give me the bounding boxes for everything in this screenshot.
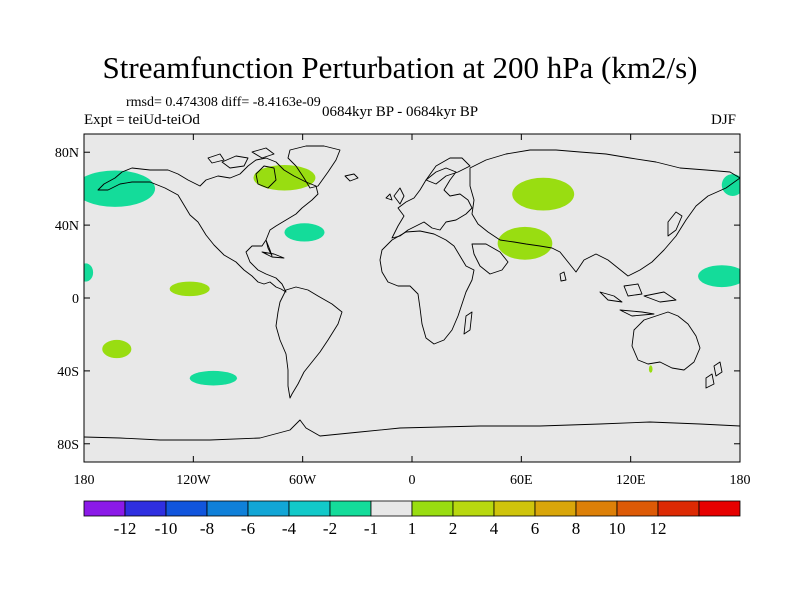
stats-text: rmsd= 0.474308 diff= -8.4163e-09 (126, 95, 321, 110)
colorbar-label: 8 (572, 519, 581, 538)
coast-antarctica (84, 419, 740, 441)
anomaly-north-pacific-low (84, 170, 156, 207)
coast-australia (631, 311, 701, 371)
colorbar: -12 -10 -8 -6 -4 -2 -1 1 2 4 6 8 10 12 (83, 500, 741, 538)
x-tick-label: 180 (74, 473, 95, 488)
map-background (84, 134, 740, 462)
colorbar-label: 2 (449, 519, 458, 538)
anomaly-australia-small-high (648, 365, 653, 373)
coast-asia (469, 149, 740, 277)
coast-north-america (97, 157, 319, 293)
colorbar-label: 4 (490, 519, 499, 538)
y-tick-label: 0 (72, 292, 79, 307)
colorbar-swatch (165, 500, 208, 517)
experiment-label: Expt = teiUd-teiOd (84, 112, 200, 128)
colorbar-label: -1 (364, 519, 378, 538)
colorbar-label: -8 (200, 519, 214, 538)
colorbar-swatch (616, 500, 659, 517)
coast-africa (379, 230, 475, 345)
period-label: 0684kyr BP - 0684kyr BP (322, 104, 479, 120)
colorbar-label: -2 (323, 519, 337, 538)
x-tick-label: 120E (616, 473, 646, 488)
colorbar-swatch (247, 500, 290, 517)
anomaly-west-pacific-low (698, 265, 740, 288)
x-tick-label: 60W (289, 473, 317, 488)
x-tick-label: 120W (176, 473, 211, 488)
season-label: DJF (711, 112, 737, 128)
colorbar-swatch (698, 500, 741, 517)
x-tick-label: 180 (730, 473, 751, 488)
anomaly-south-pacific-high (102, 339, 132, 359)
coast-greenland (287, 145, 341, 189)
colorbar-swatch (124, 500, 167, 517)
colorbar-label: -4 (282, 519, 297, 538)
map-title: Streamfunction Perturbation at 200 hPa (… (102, 50, 698, 85)
colorbar-swatch (329, 500, 372, 517)
coast-british-isles (385, 187, 405, 205)
colorbar-label: -6 (241, 519, 255, 538)
coast-florida (265, 239, 273, 257)
colorbar-label: 1 (408, 519, 417, 538)
colorbar-swatch (657, 500, 700, 517)
anomaly-southeast-pacific-low (189, 370, 238, 386)
coast-madagascar (463, 311, 473, 335)
y-tick-label: 40N (55, 219, 79, 234)
anomaly-middle-east-high (497, 226, 553, 260)
coast-hudson-bay (255, 165, 277, 189)
coast-south-america (275, 286, 343, 399)
y-tick-label: 80N (55, 146, 79, 161)
coast-indonesia (599, 283, 677, 317)
coast-arctic-islands (207, 147, 275, 169)
coast-new-zealand (705, 361, 723, 389)
colorbar-label: 12 (650, 519, 667, 538)
coast-caribbean (261, 251, 285, 259)
coast-europe (391, 167, 473, 239)
colorbar-label: -10 (155, 519, 178, 538)
colorbar-swatch (288, 500, 331, 517)
colorbar-swatch (575, 500, 618, 517)
coast-sri-lanka (559, 271, 567, 282)
colorbar-swatch (83, 500, 126, 517)
colorbar-swatch (206, 500, 249, 517)
coast-iceland (344, 173, 359, 182)
colorbar-swatch (534, 500, 577, 517)
anomaly-greenland-high (253, 164, 316, 191)
coastlines (84, 145, 740, 441)
coast-japan (667, 211, 683, 237)
map-axes: 80N 40N 0 40S 80S 180 120W 60W 0 60E 120E 180 (55, 134, 751, 488)
colorbar-label: 10 (609, 519, 626, 538)
y-tick-label: 80S (57, 438, 79, 453)
colorbar-label: -12 (114, 519, 137, 538)
y-tick-label: 40S (57, 365, 79, 380)
colorbar-swatch (411, 500, 454, 517)
coast-scandinavia (425, 157, 471, 185)
anomaly-west-atlantic-low (284, 223, 325, 242)
coast-arabia (471, 243, 509, 275)
x-tick-label: 0 (409, 473, 416, 488)
colorbar-swatch (493, 500, 536, 517)
anomaly-east-pacific-high (169, 281, 210, 297)
anomaly-russia-high (512, 177, 575, 211)
colorbar-swatch (370, 500, 413, 517)
anomaly-dateline-west-tropical-low (84, 263, 94, 282)
colorbar-swatch (452, 500, 495, 517)
colorbar-label: 6 (531, 519, 540, 538)
x-tick-label: 60E (510, 473, 533, 488)
